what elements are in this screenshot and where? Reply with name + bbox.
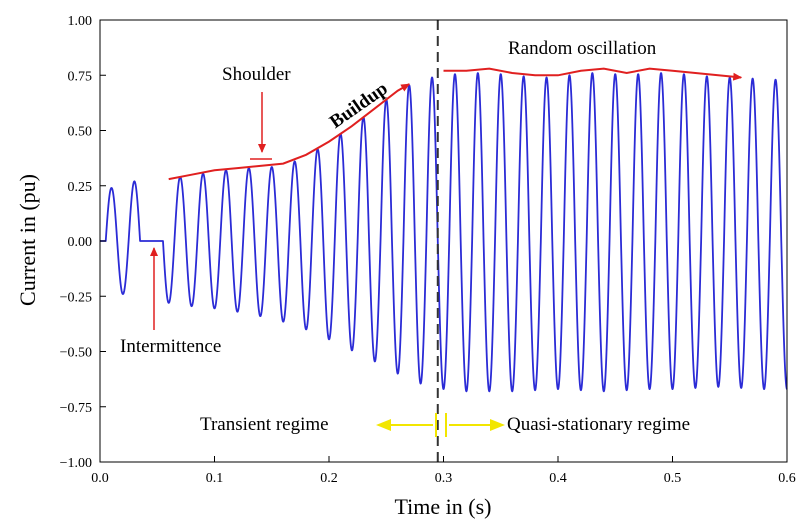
x-tick-label: 0.0 [91, 471, 109, 486]
x-tick-label: 0.3 [435, 471, 453, 486]
x-tick-label: 0.4 [549, 471, 567, 486]
regime-annotation: Transient regime Quasi-stationary regime [200, 413, 690, 437]
y-tick-label: 0.25 [68, 180, 93, 195]
y-tick-label: −0.75 [60, 401, 92, 416]
y-axis-title: Current in (pu) [15, 174, 40, 306]
current-signal-line [99, 72, 788, 393]
y-tick-label: 0.75 [68, 69, 93, 84]
random-oscillation-envelope [443, 67, 743, 81]
transient-regime-label: Transient regime [200, 414, 329, 435]
y-tick-label: 0.00 [68, 235, 93, 250]
x-tick-label: 0.2 [320, 471, 338, 486]
buildup-label: Buildup [326, 78, 392, 133]
x-tick-label: 0.6 [778, 471, 796, 486]
quasi-arrow-head [490, 419, 505, 431]
shoulder-annotation: Shoulder [222, 64, 291, 160]
y-tick-label: −1.00 [60, 456, 92, 471]
x-axis-title: Time in (s) [395, 494, 492, 519]
x-tick-label: 0.5 [664, 471, 682, 486]
x-tick-label: 0.1 [206, 471, 224, 486]
y-tick-label: −0.25 [60, 290, 92, 305]
buildup-envelope [168, 83, 411, 181]
intermittence-label: Intermittence [120, 336, 221, 357]
quasi-stationary-regime-label: Quasi-stationary regime [507, 414, 690, 435]
transient-arrow-head [376, 419, 391, 431]
shoulder-label: Shoulder [222, 64, 291, 85]
plot-frame [99, 19, 788, 463]
plot-layer [99, 20, 788, 462]
ticks-layer: 0.0 0.1 0.2 0.3 0.4 0.5 0.6 1.00 0.75 0.50 0.25 0.0… [60, 14, 796, 486]
y-tick-label: 1.00 [68, 14, 93, 29]
random-oscillation-label: Random oscillation [508, 38, 657, 59]
intermittence-annotation: Intermittence [120, 247, 221, 357]
y-tick-label: −0.50 [60, 346, 92, 361]
y-tick-label: 0.50 [68, 125, 93, 140]
